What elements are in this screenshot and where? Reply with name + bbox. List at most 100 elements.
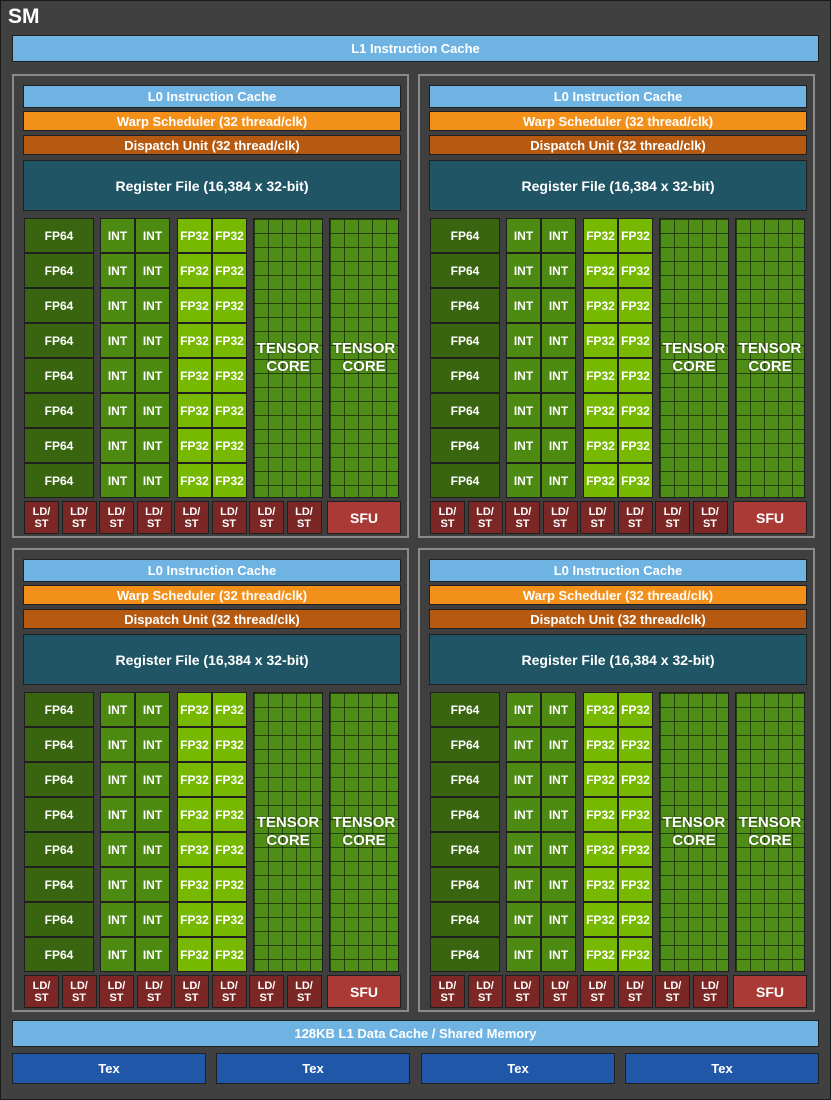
register-file: Register File (16,384 x 32-bit) — [23, 160, 401, 211]
tensor-core: TENSOR CORE — [253, 692, 323, 972]
ld-st-label: ST — [146, 991, 162, 1004]
ld-st-label: LD/ — [588, 979, 607, 992]
fp32-unit: FP32 — [583, 253, 618, 288]
fp64-unit: FP64 — [24, 762, 94, 797]
int-unit: INT — [100, 692, 135, 727]
ld-st-unit: LD/ST — [580, 501, 615, 534]
ld-st-label: ST — [515, 991, 530, 1004]
ld-st-unit: LD/ST — [467, 501, 503, 534]
tensor-core: TENSOR CORE — [735, 692, 805, 972]
fp32-unit: FP32 — [618, 288, 653, 323]
int-unit: INT — [135, 288, 170, 323]
ld-st-unit: LD/ST — [24, 975, 59, 1008]
int-unit: INT — [100, 797, 135, 832]
fp32-unit: FP32 — [212, 867, 247, 902]
ld-st-label: LD/ — [626, 505, 644, 518]
ld-st-label: LD/ — [701, 979, 719, 992]
fp32-unit: FP32 — [618, 832, 653, 867]
ld-st-label: ST — [71, 517, 87, 530]
register-file: Register File (16,384 x 32-bit) — [429, 160, 807, 211]
fp32-unit: FP32 — [618, 937, 653, 972]
int-unit: INT — [100, 727, 135, 762]
tensor-core-label: CORE — [266, 358, 310, 375]
int-unit: INT — [135, 323, 170, 358]
fp32-unit: FP32 — [212, 463, 247, 498]
ld-st-label: LD/ — [182, 979, 201, 992]
fp64-unit: FP64 — [24, 692, 94, 727]
int-unit: INT — [135, 937, 170, 972]
ld-st-unit: LD/ST — [136, 501, 172, 534]
ld-st-label: LD/ — [476, 979, 494, 992]
ld-st-label: LD/ — [70, 505, 88, 518]
ld-st-unit: LD/ST — [136, 975, 172, 1008]
ld-st-unit: LD/ST — [211, 975, 247, 1008]
ld-st-label: LD/ — [513, 505, 532, 518]
fp64-unit: FP64 — [24, 867, 94, 902]
int-unit: INT — [506, 323, 541, 358]
ld-st-unit: LD/ST — [174, 501, 209, 534]
tensor-core: TENSOR CORE — [659, 692, 729, 972]
int-unit: INT — [100, 902, 135, 937]
int-unit: INT — [135, 692, 170, 727]
sfu-unit: SFU — [733, 501, 807, 534]
ld-st-label: ST — [665, 991, 680, 1004]
int-unit: INT — [506, 288, 541, 323]
int-unit: INT — [541, 692, 576, 727]
fp64-unit: FP64 — [24, 358, 94, 393]
ld-st-unit: LD/ST — [617, 975, 653, 1008]
fp32-unit: FP32 — [212, 832, 247, 867]
ld-st-unit: LD/ST — [655, 975, 690, 1008]
ld-st-label: ST — [296, 991, 312, 1004]
ld-st-label: ST — [184, 517, 199, 530]
warp-scheduler: Warp Scheduler (32 thread/clk) — [429, 585, 807, 605]
fp32-unit: FP32 — [583, 393, 618, 428]
fp64-unit: FP64 — [24, 727, 94, 762]
fp32-unit: FP32 — [583, 288, 618, 323]
fp32-unit: FP32 — [177, 867, 212, 902]
tex-unit: Tex — [216, 1053, 410, 1084]
ld-st-label: LD/ — [588, 505, 607, 518]
ld-st-unit: LD/ST — [286, 501, 322, 534]
fp32-unit: FP32 — [212, 218, 247, 253]
int-unit: INT — [541, 253, 576, 288]
fp32-unit: FP32 — [177, 937, 212, 972]
processing-partition: L0 Instruction Cache Warp Scheduler (32 t… — [12, 548, 409, 1012]
int-unit: INT — [506, 218, 541, 253]
fp64-unit: FP64 — [430, 692, 500, 727]
fp32-unit: FP32 — [212, 323, 247, 358]
tensor-core-label: TENSOR — [332, 340, 396, 357]
ld-st-unit: LD/ST — [505, 975, 540, 1008]
fp32-unit: FP32 — [177, 797, 212, 832]
ld-st-label: ST — [259, 517, 274, 530]
ld-st-label: LD/ — [551, 505, 569, 518]
ld-st-label: LD/ — [295, 505, 313, 518]
ld-st-label: ST — [702, 991, 718, 1004]
dispatch-unit: Dispatch Unit (32 thread/clk) — [23, 135, 401, 155]
ld-st-label: ST — [552, 991, 568, 1004]
fp64-unit: FP64 — [430, 937, 500, 972]
fp64-unit: FP64 — [430, 902, 500, 937]
ld-st-label: ST — [477, 991, 493, 1004]
fp32-unit: FP32 — [583, 323, 618, 358]
tensor-core-label: TENSOR — [662, 340, 726, 357]
fp64-unit: FP64 — [430, 832, 500, 867]
fp64-unit: FP64 — [430, 797, 500, 832]
fp32-unit: FP32 — [618, 867, 653, 902]
fp64-unit: FP64 — [24, 797, 94, 832]
int-unit: INT — [541, 797, 576, 832]
ld-st-label: LD/ — [438, 505, 457, 518]
fp32-unit: FP32 — [177, 323, 212, 358]
ld-st-unit: LD/ST — [99, 501, 134, 534]
ld-st-unit: LD/ST — [617, 501, 653, 534]
ld-st-label: LD/ — [626, 979, 644, 992]
tensor-core-label: TENSOR — [662, 814, 726, 831]
fp64-unit: FP64 — [430, 762, 500, 797]
fp64-unit: FP64 — [24, 323, 94, 358]
fp32-unit: FP32 — [618, 218, 653, 253]
fp32-unit: FP32 — [177, 218, 212, 253]
fp32-unit: FP32 — [618, 358, 653, 393]
ld-st-label: ST — [259, 991, 274, 1004]
fp64-unit: FP64 — [430, 253, 500, 288]
processing-partition: L0 Instruction Cache Warp Scheduler (32 t… — [418, 74, 815, 538]
